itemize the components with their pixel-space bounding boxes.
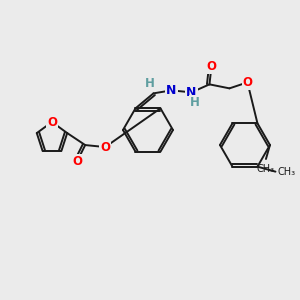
Text: CH₃: CH₃ — [257, 164, 275, 174]
Text: O: O — [100, 141, 110, 154]
Text: O: O — [47, 116, 57, 128]
Text: O: O — [72, 154, 82, 168]
Text: CH₃: CH₃ — [278, 167, 296, 177]
Text: N: N — [186, 86, 197, 99]
Text: O: O — [242, 76, 253, 89]
Text: O: O — [206, 60, 217, 73]
Text: H: H — [190, 96, 200, 109]
Text: N: N — [166, 84, 177, 97]
Text: H: H — [145, 77, 154, 90]
